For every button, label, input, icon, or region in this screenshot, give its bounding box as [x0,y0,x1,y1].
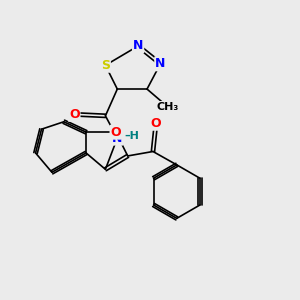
Text: N: N [155,57,166,70]
Text: O: O [69,108,80,121]
Text: –H: –H [125,131,140,141]
Text: O: O [151,117,161,130]
Text: O: O [110,126,121,139]
Text: CH₃: CH₃ [157,102,179,112]
Text: S: S [101,59,110,72]
Text: N: N [112,132,122,145]
Text: N: N [133,40,143,52]
